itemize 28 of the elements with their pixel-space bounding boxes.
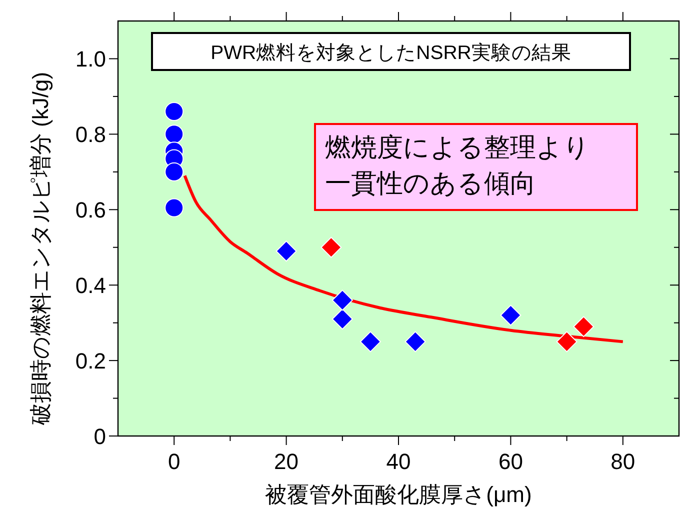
- x-tick-label: 0: [168, 449, 180, 474]
- x-axis-title: 被覆管外面酸化膜厚さ(μm): [265, 482, 532, 507]
- point: [164, 198, 184, 218]
- point: [164, 102, 184, 122]
- annotation: PWR燃料を対象としたNSRR実験の結果: [210, 41, 572, 64]
- y-axis-title: 破損時の燃料エンタルピ増分 (kJ/g): [28, 72, 53, 426]
- point: [500, 304, 522, 326]
- y-tick-label: 0: [94, 424, 106, 449]
- x-tick-label: 80: [610, 449, 636, 474]
- y-tick-label: 0.2: [75, 348, 106, 374]
- y-tick-label: 0.6: [75, 198, 106, 223]
- y-tick-label: 1.0: [75, 46, 106, 72]
- annotation: 燃焼度による整理より一貫性のある傾向: [325, 132, 590, 198]
- point: [320, 236, 342, 258]
- x-tick-label: 40: [386, 449, 411, 474]
- point: [332, 308, 353, 330]
- y-tick-label: 0.8: [75, 122, 106, 148]
- y-tick-label: 0.4: [75, 273, 106, 298]
- x-tick-label: 20: [274, 449, 299, 474]
- point: [276, 240, 297, 262]
- point: [164, 124, 184, 144]
- point: [332, 290, 353, 311]
- x-tick-label: 60: [498, 449, 523, 474]
- point: [360, 331, 381, 352]
- point: [404, 331, 426, 352]
- point: [556, 331, 578, 352]
- point: [573, 316, 594, 338]
- point: [164, 162, 184, 182]
